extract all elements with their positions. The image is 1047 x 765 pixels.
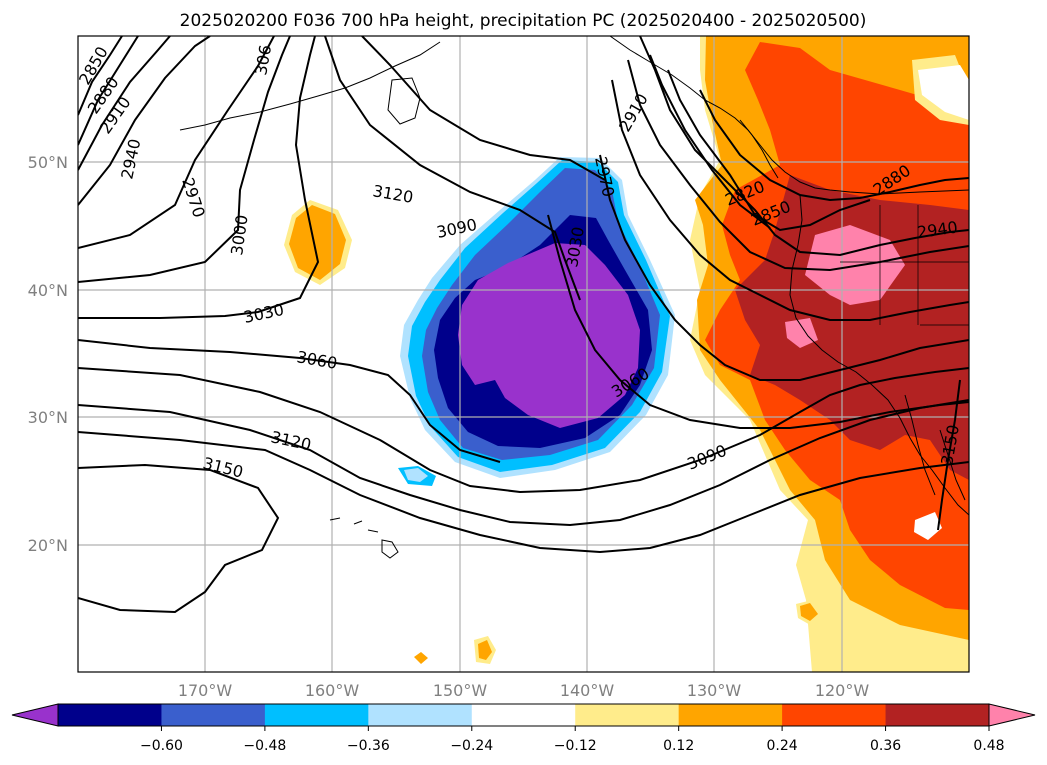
lat-label: 20°N (28, 536, 68, 555)
colorbar-segment (368, 704, 473, 726)
lon-label: 130°W (687, 681, 742, 700)
colorbar-tick-label: −0.36 (347, 738, 390, 754)
contour-2880-w (78, 36, 139, 146)
map-panel: 2850 2880 2910 2940 2970 3000 306 3120 3… (77, 35, 970, 673)
colorbar-segment (264, 704, 369, 726)
colorbar-extend-min (11, 703, 59, 727)
contour-2910-w (78, 36, 171, 171)
colorbar-segment (471, 704, 576, 726)
colorbar: −0.60 −0.48 −0.36 −0.24 −0.12 0.12 0.24 0.36 0.4… (11, 703, 1036, 754)
map-frame (77, 35, 970, 673)
patch-south-tiny (414, 652, 428, 664)
colorbar-tick-label: −0.48 (243, 738, 286, 754)
map-title: 2025020200 F036 700 hPa height, precipit… (180, 11, 867, 31)
positive-anomaly-fill (690, 36, 969, 672)
us-west-coast (789, 194, 969, 516)
colorbar-frame (57, 703, 990, 727)
colorbar-segment (575, 704, 680, 726)
colorbar-tick-label: 0.24 (767, 738, 798, 754)
negative-anomaly-fill (398, 157, 675, 486)
contour-2940-w (78, 36, 211, 206)
lat-label: 50°N (28, 153, 68, 172)
white-hole-east (918, 65, 969, 120)
lat-label: 30°N (28, 408, 68, 427)
lon-label: 140°W (560, 681, 615, 700)
gulf-coast (939, 429, 966, 501)
contour-3090-s (78, 399, 969, 527)
colorbar-tick-label: −0.12 (554, 738, 597, 754)
contour-2970-e (611, 79, 969, 321)
colorbar-tick-label: 0.48 (973, 738, 1004, 754)
colorbar-segment (782, 704, 887, 726)
lon-label: 160°W (305, 681, 360, 700)
hawaii-islands (329, 517, 399, 559)
patch-south-orange (478, 640, 492, 660)
latitude-labels: 50°N 40°N 30°N 20°N (28, 153, 68, 555)
colorbar-tick-label: −0.60 (140, 738, 183, 754)
contour-3000-e (599, 154, 969, 381)
colorbar-segment (161, 704, 266, 726)
baja-california (904, 394, 936, 496)
longitude-labels: 170°W 160°W 150°W 140°W 130°W 120°W (178, 681, 870, 700)
island-north (387, 77, 421, 125)
contour-3060-ml (78, 367, 969, 494)
colorbar-segment (678, 704, 783, 726)
shade-pink-east-small (785, 318, 818, 348)
colorbar-extend-max (988, 703, 1036, 727)
lat-label: 40°N (28, 281, 68, 300)
contour-2820-e (699, 89, 969, 202)
contour-2880-e (649, 54, 771, 229)
contour-3000-w (78, 36, 291, 283)
colorbar-tick-label: 0.12 (663, 738, 694, 754)
small-light-patch (404, 468, 428, 482)
colorbar-tick-label: 0.36 (870, 738, 901, 754)
contour-2850-w (78, 36, 123, 116)
contour-3150-s (78, 463, 280, 614)
us-state-borders (840, 205, 969, 326)
contour-2910-e (639, 36, 969, 257)
lon-label: 170°W (178, 681, 233, 700)
contour-3120-s (78, 431, 969, 554)
contour-3090-n (324, 36, 581, 301)
contour-3030-e (547, 214, 969, 429)
white-hole-small (914, 512, 942, 540)
patch-west-orange (800, 603, 818, 621)
colorbar-segment (58, 704, 162, 726)
shade-dark-red-east (735, 175, 969, 480)
lon-label: 150°W (433, 681, 488, 700)
contour-2970-w (78, 36, 275, 249)
bc-islands (739, 119, 779, 179)
contour-3150-e (937, 379, 961, 531)
colorbar-segment (885, 704, 990, 726)
colorbar-tick-label: −0.24 (450, 738, 493, 754)
contour-2940-e (627, 59, 969, 272)
contour-3030-w (78, 36, 320, 319)
contour-3060-w (78, 339, 501, 463)
height-contours (78, 36, 969, 614)
contour-3120-n (361, 36, 606, 181)
lon-label: 120°W (815, 681, 870, 700)
contour-2850-e (667, 69, 871, 232)
alaska-coast (609, 36, 969, 195)
shade-purple (458, 243, 640, 428)
